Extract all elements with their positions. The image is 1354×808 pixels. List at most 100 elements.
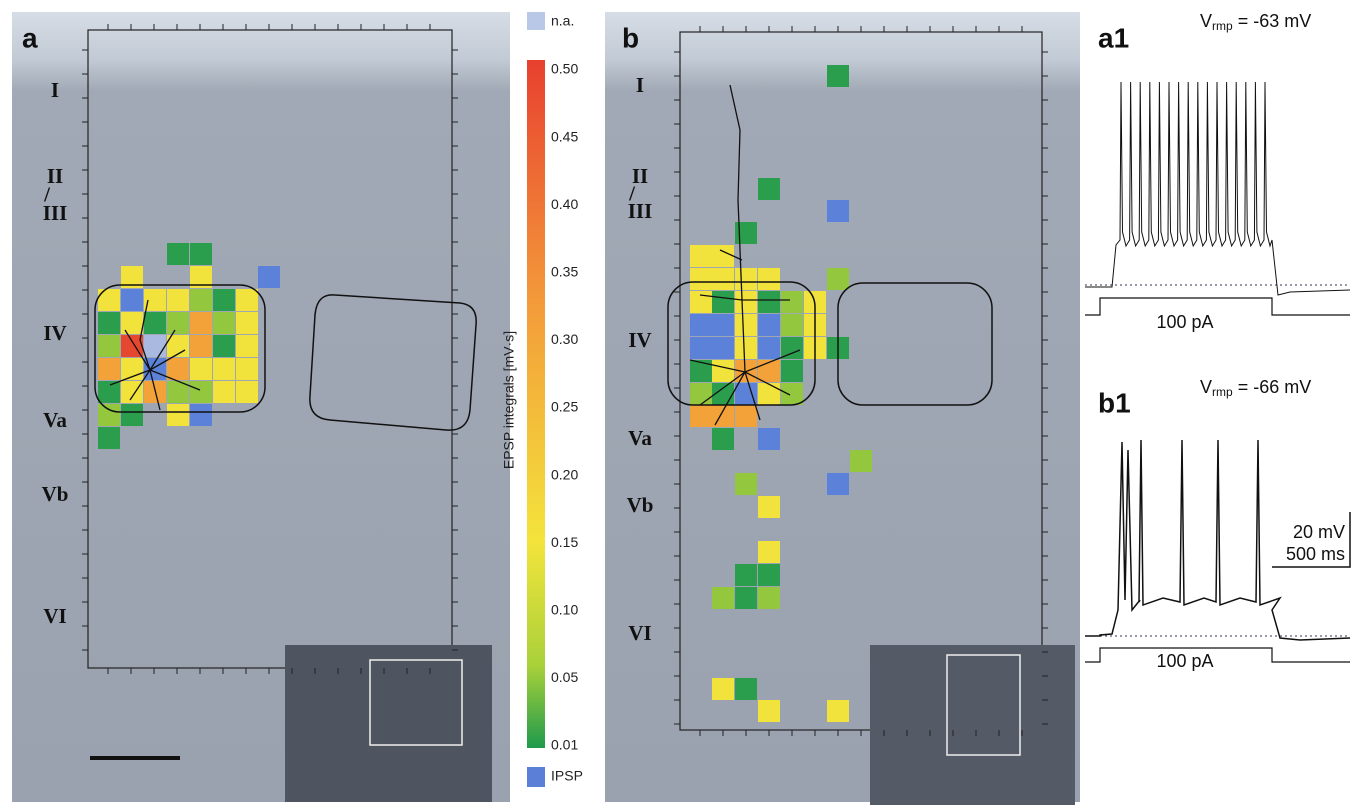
- heatmap-cell: [735, 314, 757, 336]
- heatmap-cell: [190, 266, 212, 288]
- heatmap-cell: [236, 381, 258, 403]
- heatmap-cell: [850, 450, 872, 472]
- heatmap-cell: [190, 381, 212, 403]
- heatmap-cell: [144, 335, 166, 357]
- inset-a: [285, 645, 492, 802]
- heatmap-cell: [167, 289, 189, 311]
- region-outline: [837, 282, 993, 406]
- inset-b: [870, 645, 1075, 805]
- heatmap-cell: [712, 383, 734, 405]
- ipsp-swatch: [527, 767, 545, 787]
- heatmap-cell: [735, 291, 757, 313]
- overlays: [82, 12, 1351, 805]
- panel-label: b1: [1098, 387, 1131, 418]
- layer-label: VI: [628, 621, 651, 645]
- heatmap-cell: [190, 358, 212, 380]
- stimulus-trace: [1085, 647, 1350, 663]
- heatmap-cell: [758, 541, 780, 563]
- heatmap-cell: [213, 335, 235, 357]
- colorbar-tick-label: 0.15: [551, 534, 578, 550]
- panel-label: a: [22, 22, 38, 53]
- layer-label: Va: [628, 426, 652, 450]
- heatmap-cell: [121, 335, 143, 357]
- voltage-trace: [1085, 439, 1351, 641]
- layer-label: II: [632, 164, 648, 188]
- heatmap-cell: [758, 700, 780, 722]
- heatmap-cell: [712, 587, 734, 609]
- heatmap-cell: [690, 268, 712, 290]
- vrmp-value: = -66 mV: [1233, 377, 1312, 397]
- heatmap-cell: [758, 564, 780, 586]
- heatmap-cell: [781, 360, 803, 382]
- heatmap-cell: [735, 222, 757, 244]
- heatmap-cell: [712, 291, 734, 313]
- layer-label: II: [47, 164, 63, 188]
- heatmap-cell: [712, 268, 734, 290]
- colorbar-tick-label: 0.05: [551, 669, 578, 685]
- heatmap-cell: [712, 245, 734, 267]
- heatmap-cell: [735, 678, 757, 700]
- stimulus-trace: [1085, 297, 1350, 316]
- heatmap-cell: [758, 428, 780, 450]
- layer-separator: /: [628, 181, 636, 205]
- panel-label: b: [622, 22, 639, 53]
- layer-label: Vb: [627, 493, 654, 517]
- heatmap-cell: [690, 383, 712, 405]
- layer-label: I: [51, 78, 59, 102]
- neuron-b: [689, 84, 801, 426]
- heatmap-cell: [827, 700, 849, 722]
- colorbar-tick-label: 0.30: [551, 331, 578, 347]
- heatmap-cell: [236, 289, 258, 311]
- heatmap-cell: [735, 473, 757, 495]
- heatmap-cell: [236, 358, 258, 380]
- heatmap-cell: [144, 312, 166, 334]
- colorbar: [527, 60, 545, 748]
- heatmap-cell: [190, 404, 212, 426]
- heatmap-cell: [167, 312, 189, 334]
- vrmp-subscript: rmp: [1212, 385, 1233, 399]
- trace-scale-bar: [1272, 512, 1351, 568]
- heatmap-cell: [735, 337, 757, 359]
- heatmap-cell: [121, 266, 143, 288]
- heatmap-cell: [98, 335, 120, 357]
- heatmap-cell: [690, 337, 712, 359]
- panel-label: a1: [1098, 22, 1129, 53]
- voltage-trace: [1085, 81, 1351, 296]
- colorbar-tick-label: 0.10: [551, 602, 578, 618]
- vrmp-subscript: rmp: [1212, 19, 1233, 33]
- heatmap-cell: [735, 564, 757, 586]
- heatmap-cell: [167, 358, 189, 380]
- stimulus-label: 100 pA: [1156, 651, 1213, 671]
- region-outline: [94, 284, 266, 413]
- heatmap-cell: [98, 381, 120, 403]
- heatmap-cell: [690, 245, 712, 267]
- scale-voltage: 20 mV: [1293, 522, 1345, 542]
- layer-label: III: [43, 201, 68, 225]
- heatmap-cell: [213, 289, 235, 311]
- heatmap-cell: [827, 200, 849, 222]
- heatmap-cell: [712, 678, 734, 700]
- heatmap-cell: [190, 289, 212, 311]
- heatmap-cell: [758, 291, 780, 313]
- layer-label: IV: [43, 321, 66, 345]
- heatmap-cell: [121, 404, 143, 426]
- heatmap-cell: [758, 383, 780, 405]
- layer-label: VI: [43, 604, 66, 628]
- scale-time: 500 ms: [1286, 544, 1345, 564]
- vrmp-value: = -63 mV: [1233, 11, 1312, 31]
- vrmp-symbol: V: [1200, 11, 1212, 31]
- heatmap-cell: [712, 428, 734, 450]
- heatmap-cell: [98, 312, 120, 334]
- layer-label: IV: [628, 328, 651, 352]
- layer-label: I: [636, 73, 644, 97]
- heatmap-cell: [213, 358, 235, 380]
- heatmap-cell: [144, 289, 166, 311]
- heatmap-cell: [758, 314, 780, 336]
- heatmap-cell: [236, 335, 258, 357]
- vrmp-label: Vrmp = -66 mV: [1200, 377, 1311, 399]
- heatmap-cell: [735, 268, 757, 290]
- heatmap-cell: [758, 268, 780, 290]
- heatmap-cell: [827, 65, 849, 87]
- colorbar-tick-label: 0.01: [551, 737, 578, 753]
